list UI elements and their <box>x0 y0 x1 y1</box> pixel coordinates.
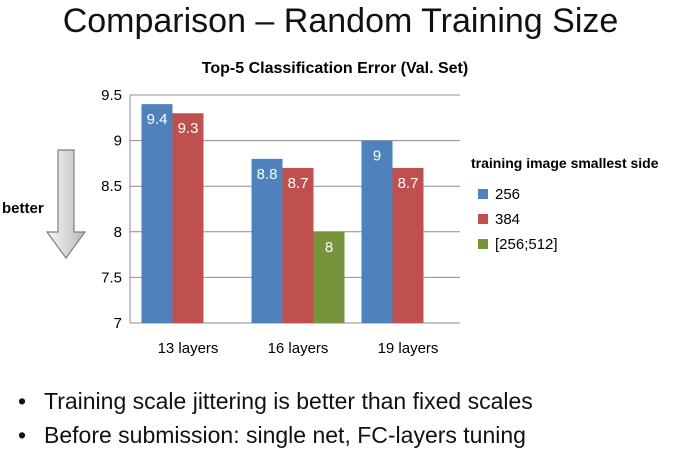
data-label: 9 <box>373 148 381 165</box>
bar <box>313 231 345 323</box>
y-tick-label: 9 <box>114 133 122 150</box>
legend-entry: 256 <box>495 186 520 203</box>
bar <box>282 167 314 323</box>
bar-value-labels: 9.4 9.3 8.8 8.7 8 9 8.7 <box>147 111 419 256</box>
bullet-dot-icon: • <box>18 388 27 414</box>
legend: 256 384 [256;512] <box>478 186 558 253</box>
y-tick-label: 9.5 <box>101 87 122 104</box>
bar <box>141 104 173 324</box>
bar <box>172 113 204 324</box>
bar <box>392 167 424 323</box>
bullet-item: • Before submission: single net, FC-layer… <box>18 418 533 452</box>
data-label: 9.4 <box>147 111 168 128</box>
y-tick-label: 7 <box>114 315 122 332</box>
y-tick-label: 8 <box>114 224 122 241</box>
data-label: 9.3 <box>178 120 199 137</box>
bar <box>361 140 393 323</box>
data-label: 8.7 <box>398 175 419 192</box>
legend-swatch <box>478 239 488 249</box>
y-tick-label: 8.5 <box>101 178 122 195</box>
legend-entry: 384 <box>495 211 520 228</box>
better-label: better <box>2 200 44 217</box>
slide-title: Comparison – Random Training Size <box>62 2 619 40</box>
bullet-item: • Training scale jittering is better than… <box>18 384 533 418</box>
legend-title: training image smallest side <box>471 155 659 171</box>
data-label: 8.7 <box>288 175 309 192</box>
legend-swatch <box>478 189 488 199</box>
data-label: 8 <box>325 239 333 256</box>
data-label: 8.8 <box>257 166 278 183</box>
bullet-dot-icon: • <box>18 422 27 448</box>
x-tick-label: 16 layers <box>268 340 329 357</box>
x-axis-ticks: 13 layers 16 layers 19 layers <box>158 340 439 357</box>
legend-swatch <box>478 214 488 224</box>
better-arrow-icon <box>45 149 87 260</box>
bars <box>141 104 424 324</box>
y-tick-label: 7.5 <box>101 269 122 286</box>
chart-title: Top-5 Classification Error (Val. Set) <box>202 60 468 77</box>
y-axis-ticks: 7 7.5 8 8.5 9 9.5 <box>101 87 122 332</box>
bar-chart: Top-5 Classification Error (Val. Set) 77… <box>2 60 659 357</box>
legend-entry: [256;512] <box>495 236 558 253</box>
x-tick-label: 13 layers <box>158 340 219 357</box>
x-tick-label: 19 layers <box>378 340 439 357</box>
bullet-list: • Training scale jittering is better than… <box>18 384 533 452</box>
bar <box>251 158 283 323</box>
